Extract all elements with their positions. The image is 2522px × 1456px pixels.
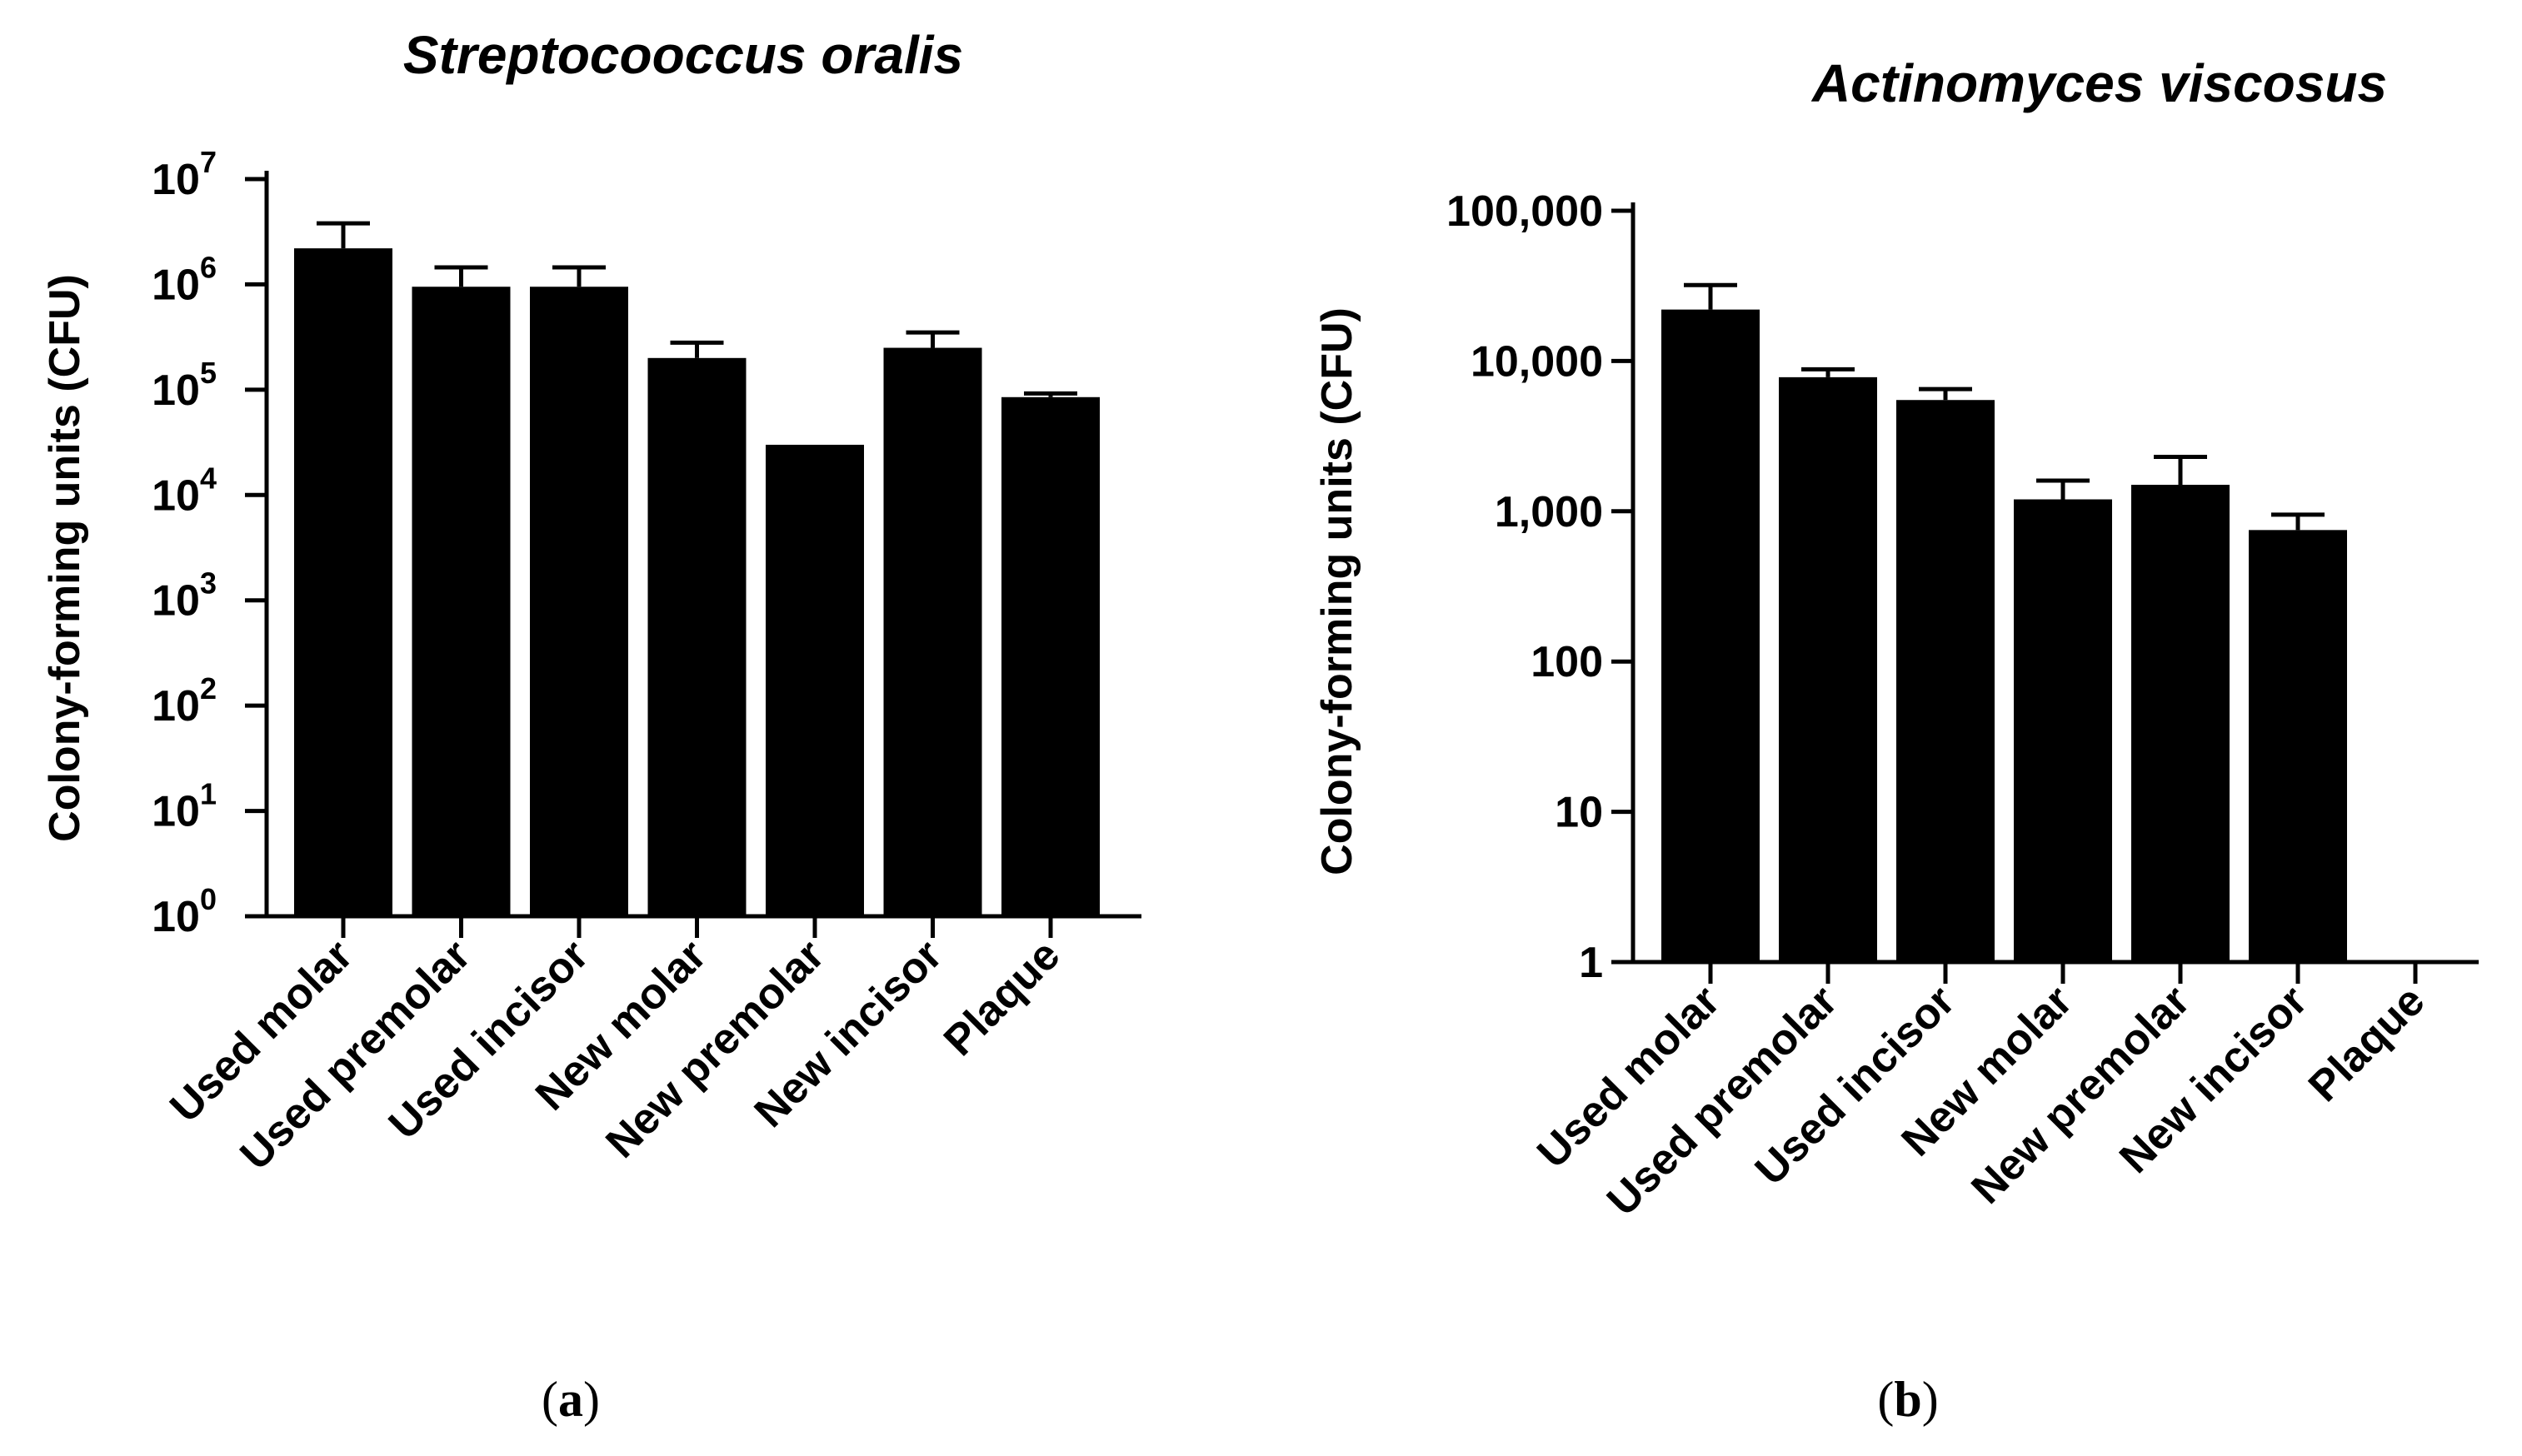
- panel-label-a: (a): [542, 1372, 600, 1427]
- axes-a: [264, 171, 1141, 938]
- y-tick-label: 101: [152, 777, 217, 836]
- axes-b: [1631, 202, 2479, 984]
- chart-panel-b: Actinomyces viscosus Colony-forming unit…: [1313, 53, 2479, 1225]
- panel-label-b: (b): [1877, 1372, 1938, 1427]
- bar: [1001, 396, 1100, 916]
- chart-title-a: Streptocooccus oralis: [403, 25, 963, 85]
- chart-panel-a: Streptocooccus oralis Colony-forming uni…: [41, 25, 1141, 1179]
- x-category-label: Plaque: [935, 930, 1070, 1065]
- panel-label-a-letter: a: [558, 1372, 583, 1427]
- y-tick-label: 107: [152, 145, 217, 204]
- y-tick-label: 1,000: [1495, 488, 1603, 536]
- y-tick-label: 100: [152, 882, 217, 941]
- bar: [530, 287, 628, 916]
- bar: [2249, 530, 2347, 962]
- y-tick-label: 1: [1579, 939, 1603, 987]
- x-category-label: Plaque: [2300, 976, 2435, 1111]
- y-tick-label: 100: [1531, 638, 1603, 686]
- y-tick-label: 10: [1555, 789, 1603, 837]
- bar: [294, 248, 392, 916]
- y-tick-label: 104: [152, 461, 217, 520]
- error-bars-a: [317, 221, 1077, 397]
- bar: [766, 444, 864, 916]
- y-tick-label: 102: [152, 671, 217, 730]
- panel-label-b-letter: b: [1894, 1372, 1921, 1427]
- bar: [647, 357, 747, 916]
- y-tick-label: 105: [152, 356, 217, 415]
- bar: [1896, 400, 1995, 963]
- y-tick-label: 106: [152, 250, 217, 309]
- error-bars-b: [1684, 282, 2325, 531]
- bar: [1661, 309, 1760, 962]
- y-tick-label: 10,000: [1471, 337, 1603, 386]
- bars-b: [1661, 309, 2347, 963]
- bars-a: [294, 248, 1100, 916]
- y-tick-label: 100,000: [1446, 187, 1603, 236]
- y-ticks-b: 1 10 100 1,000 10,000 100,000: [1446, 187, 1633, 987]
- chart-title-b: Actinomyces viscosus: [1810, 53, 2387, 113]
- bar: [2014, 499, 2112, 962]
- y-axis-label-a: Colony-forming units (CFU): [41, 274, 89, 842]
- bar: [1779, 376, 1877, 963]
- bar: [883, 347, 982, 916]
- bar: [412, 287, 511, 916]
- y-ticks-a: 100 101 102 103 104 105 106 107: [152, 145, 267, 941]
- y-axis-label-b: Colony-forming units (CFU): [1313, 307, 1361, 875]
- y-tick-label: 103: [152, 566, 217, 626]
- bar: [2131, 485, 2230, 962]
